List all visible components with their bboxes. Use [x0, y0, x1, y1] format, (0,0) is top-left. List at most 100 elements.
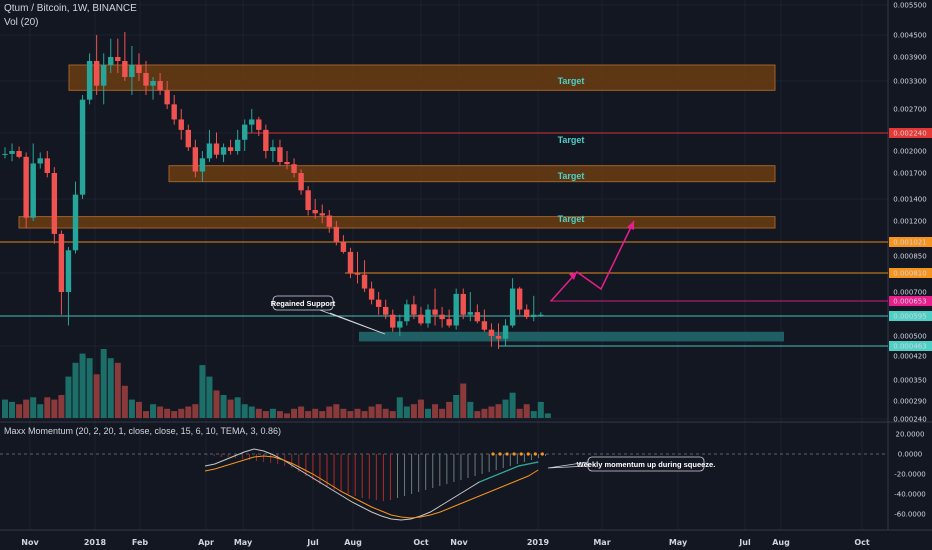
- target-label-1: Target: [558, 76, 585, 86]
- callout-box-momentum: [587, 456, 705, 472]
- price-label-box: [889, 341, 932, 351]
- squeeze-dot: [505, 452, 509, 456]
- price-tick: 0.000500: [893, 333, 926, 341]
- volume-bar: [347, 411, 354, 418]
- volume-bar: [312, 408, 319, 418]
- candle-body: [122, 61, 128, 77]
- squeeze-dot: [519, 452, 523, 456]
- squeeze-dot: [491, 452, 495, 456]
- volume-bar: [368, 406, 375, 418]
- volume-bar: [340, 408, 347, 418]
- price-tick: 0.000240: [893, 416, 926, 424]
- time-tick: Apr: [198, 538, 214, 547]
- candle-body: [439, 314, 445, 320]
- candle-body: [256, 119, 262, 130]
- volume-bar: [164, 408, 171, 418]
- time-tick: Oct: [854, 538, 870, 547]
- price-label-text: 0.000810: [893, 270, 926, 278]
- candle-body: [531, 314, 537, 318]
- price-label-text: 0.000463: [893, 343, 926, 351]
- target-zone-2: [168, 165, 776, 183]
- momentum-tick: -60.0000: [894, 511, 925, 519]
- price-label-box: [889, 268, 932, 278]
- volume-bar: [425, 408, 431, 418]
- candle-body: [9, 151, 15, 154]
- candle-body: [249, 119, 255, 125]
- symbol-title: Qtum / Bitcoin, 1W, BINANCE: [4, 3, 137, 14]
- candle-body: [354, 273, 361, 275]
- candle-body: [277, 147, 283, 162]
- candle-body: [390, 314, 396, 328]
- volume-bar: [326, 406, 333, 418]
- candle-body: [291, 164, 297, 173]
- candle-body: [16, 151, 22, 157]
- volume-bar: [495, 404, 502, 418]
- candle-body: [178, 119, 184, 130]
- projection-arrowhead-1: [569, 272, 577, 280]
- momentum-tick: -20.0000: [894, 471, 925, 479]
- candle-body: [305, 190, 311, 210]
- volume-bar: [192, 404, 199, 418]
- candle-body: [157, 81, 163, 91]
- volume-bar: [128, 399, 135, 418]
- target-label-3: Target: [558, 171, 585, 181]
- volume-bar: [178, 408, 185, 418]
- candle-body: [129, 65, 135, 77]
- momentum-tick: 20.0000: [896, 431, 925, 439]
- momentum-indicator-title: Maxx Momentum (20, 2, 20, 1, close, clos…: [4, 426, 281, 436]
- volume-bar: [502, 399, 509, 418]
- volume-bar: [2, 399, 8, 418]
- candle-body: [220, 147, 227, 155]
- volume-bar: [467, 401, 474, 418]
- volume-bar: [9, 401, 16, 418]
- price-axis[interactable]: 0.005500 0.004500 0.003900 0.003300 0.002700…: [889, 2, 932, 519]
- candle-body: [115, 57, 121, 61]
- volume-bar: [44, 397, 51, 418]
- candle-body: [375, 299, 382, 307]
- volume-bar: [171, 411, 178, 418]
- candle-body: [333, 226, 340, 243]
- price-tick: 0.002000: [893, 148, 926, 156]
- volume-bar: [107, 358, 114, 418]
- candle-body: [453, 293, 459, 326]
- price-label-box: [889, 311, 932, 321]
- candle-body: [108, 57, 114, 65]
- volume-bar: [276, 411, 283, 418]
- volume-bar: [488, 406, 495, 418]
- time-tick: Mar: [593, 538, 610, 547]
- price-lines: [0, 132, 888, 347]
- time-axis[interactable]: Nov 2018 Feb Apr May Jul Aug Oct Nov 2019 Mar May Ju…: [21, 538, 870, 547]
- momentum-tick: -40.0000: [894, 491, 925, 499]
- squeeze-dot: [498, 452, 502, 456]
- candle-body: [192, 147, 199, 172]
- volume-bars: [2, 349, 551, 418]
- momentum-series-up-segment: [479, 461, 539, 483]
- candle-body: [326, 215, 332, 227]
- time-tick: May: [669, 538, 688, 547]
- volume-bar: [227, 399, 234, 418]
- volume-bar: [389, 411, 396, 418]
- volume-bar: [114, 362, 121, 418]
- price-tick: 0.005500: [893, 2, 926, 10]
- projection-path: [550, 220, 635, 302]
- volume-bar: [319, 411, 326, 418]
- candle-body: [404, 304, 410, 322]
- volume-bar: [199, 365, 206, 418]
- squeeze-dot: [512, 452, 516, 456]
- candle-body: [23, 156, 29, 218]
- volume-bar: [86, 358, 93, 418]
- price-label-box: [889, 237, 932, 247]
- volume-bar: [284, 413, 290, 418]
- candles-layer: [2, 32, 544, 350]
- volume-bar: [100, 349, 107, 418]
- candle-body: [44, 158, 50, 173]
- momentum-series-2: [204, 455, 539, 519]
- price-tick: 0.001700: [893, 170, 926, 178]
- price-tick: 0.000290: [893, 398, 926, 406]
- callout-support-pointer: [319, 309, 386, 335]
- squeeze-dot: [526, 452, 530, 456]
- volume-bar: [58, 395, 65, 418]
- time-tick: Nov: [450, 538, 468, 547]
- candle-body: [397, 321, 403, 328]
